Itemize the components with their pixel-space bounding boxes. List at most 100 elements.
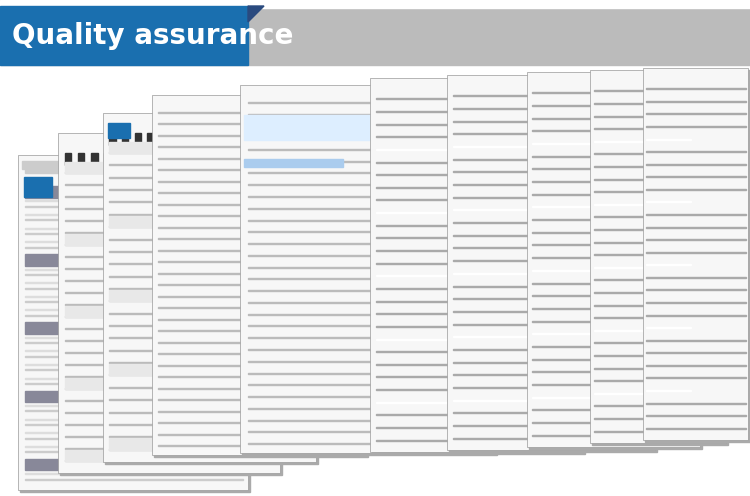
Bar [453, 235, 651, 236]
Bar [248, 208, 490, 209]
Bar [25, 424, 244, 425]
Bar [376, 414, 579, 415]
Bar [64, 208, 275, 209]
Bar [64, 280, 275, 281]
Bar [64, 412, 275, 413]
Bar [376, 136, 579, 137]
Bar [110, 290, 312, 301]
Bar [646, 365, 746, 366]
Bar [118, 153, 124, 165]
Bar [646, 176, 746, 177]
Bar [158, 434, 362, 435]
Bar [158, 227, 362, 228]
Bar [532, 169, 697, 170]
Bar [64, 304, 275, 305]
Bar [110, 214, 312, 215]
Bar [532, 156, 697, 157]
Bar [376, 174, 579, 175]
Bar [453, 133, 651, 134]
Bar [110, 337, 312, 338]
Bar [25, 390, 244, 402]
Bar [646, 138, 691, 139]
Bar [64, 376, 275, 377]
Polygon shape [60, 135, 282, 475]
Bar [453, 400, 542, 401]
Bar [532, 397, 606, 398]
Bar [376, 351, 579, 352]
Bar [453, 209, 542, 210]
Bar [64, 234, 275, 245]
Bar [453, 273, 542, 274]
Bar [158, 123, 362, 124]
Polygon shape [58, 133, 280, 473]
Bar [104, 153, 111, 165]
Bar [453, 197, 651, 198]
Bar [64, 400, 275, 401]
Bar [64, 436, 275, 437]
Bar [158, 250, 362, 251]
Bar [376, 187, 579, 188]
Bar [0, 6, 248, 65]
Bar [25, 479, 244, 480]
Bar [78, 153, 85, 165]
Bar [158, 376, 362, 377]
Bar [158, 342, 280, 343]
Bar [594, 179, 723, 180]
Bar [453, 121, 651, 122]
Bar [64, 256, 275, 257]
Bar [453, 362, 651, 363]
Bar [248, 361, 490, 362]
Bar [646, 314, 746, 315]
Bar [376, 402, 467, 403]
Bar [122, 133, 128, 145]
Bar [130, 153, 137, 165]
Bar [532, 105, 697, 106]
Polygon shape [372, 80, 585, 454]
Bar [532, 118, 697, 119]
Bar [646, 151, 746, 152]
Bar [158, 181, 280, 182]
Bar [248, 161, 490, 162]
Bar [376, 149, 467, 150]
Bar [64, 268, 275, 269]
Bar [196, 153, 203, 165]
Bar [25, 274, 244, 275]
Bar [110, 263, 312, 264]
Bar [25, 350, 145, 351]
Bar [532, 232, 697, 233]
Bar [64, 460, 275, 461]
Bar [110, 374, 312, 375]
Polygon shape [447, 75, 655, 450]
Bar [532, 219, 697, 220]
Bar [158, 158, 362, 159]
Bar [25, 419, 145, 420]
Bar [25, 241, 145, 242]
Bar [25, 219, 244, 220]
Bar [248, 220, 490, 221]
Bar [110, 362, 312, 363]
Bar [532, 206, 606, 207]
Bar [248, 290, 490, 291]
Bar [376, 238, 579, 239]
Bar [594, 279, 723, 280]
Bar [158, 238, 362, 239]
Bar [147, 133, 154, 145]
Bar [646, 114, 746, 115]
Bar [594, 431, 723, 432]
Bar [376, 162, 579, 163]
Polygon shape [592, 72, 728, 445]
Bar [110, 251, 312, 252]
Bar [25, 301, 244, 302]
Bar [594, 128, 723, 129]
Bar [110, 226, 312, 227]
Bar [25, 451, 244, 452]
Bar [376, 212, 467, 213]
Bar [158, 422, 280, 423]
Bar [594, 368, 723, 369]
Bar [110, 350, 312, 351]
Bar [144, 153, 150, 165]
Bar [158, 399, 362, 400]
Bar [64, 378, 275, 389]
Bar [646, 88, 746, 89]
Bar [158, 169, 362, 170]
